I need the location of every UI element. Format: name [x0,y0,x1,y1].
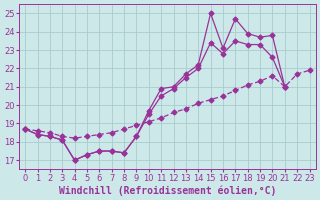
X-axis label: Windchill (Refroidissement éolien,°C): Windchill (Refroidissement éolien,°C) [59,185,276,196]
